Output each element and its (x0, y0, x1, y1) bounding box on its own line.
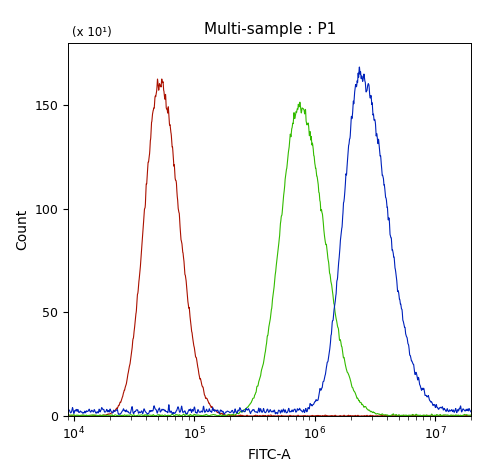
Y-axis label: Count: Count (15, 209, 29, 250)
X-axis label: FITC-A: FITC-A (248, 448, 292, 462)
Title: Multi-sample : P1: Multi-sample : P1 (204, 22, 336, 37)
Text: (x 10¹): (x 10¹) (72, 26, 112, 39)
